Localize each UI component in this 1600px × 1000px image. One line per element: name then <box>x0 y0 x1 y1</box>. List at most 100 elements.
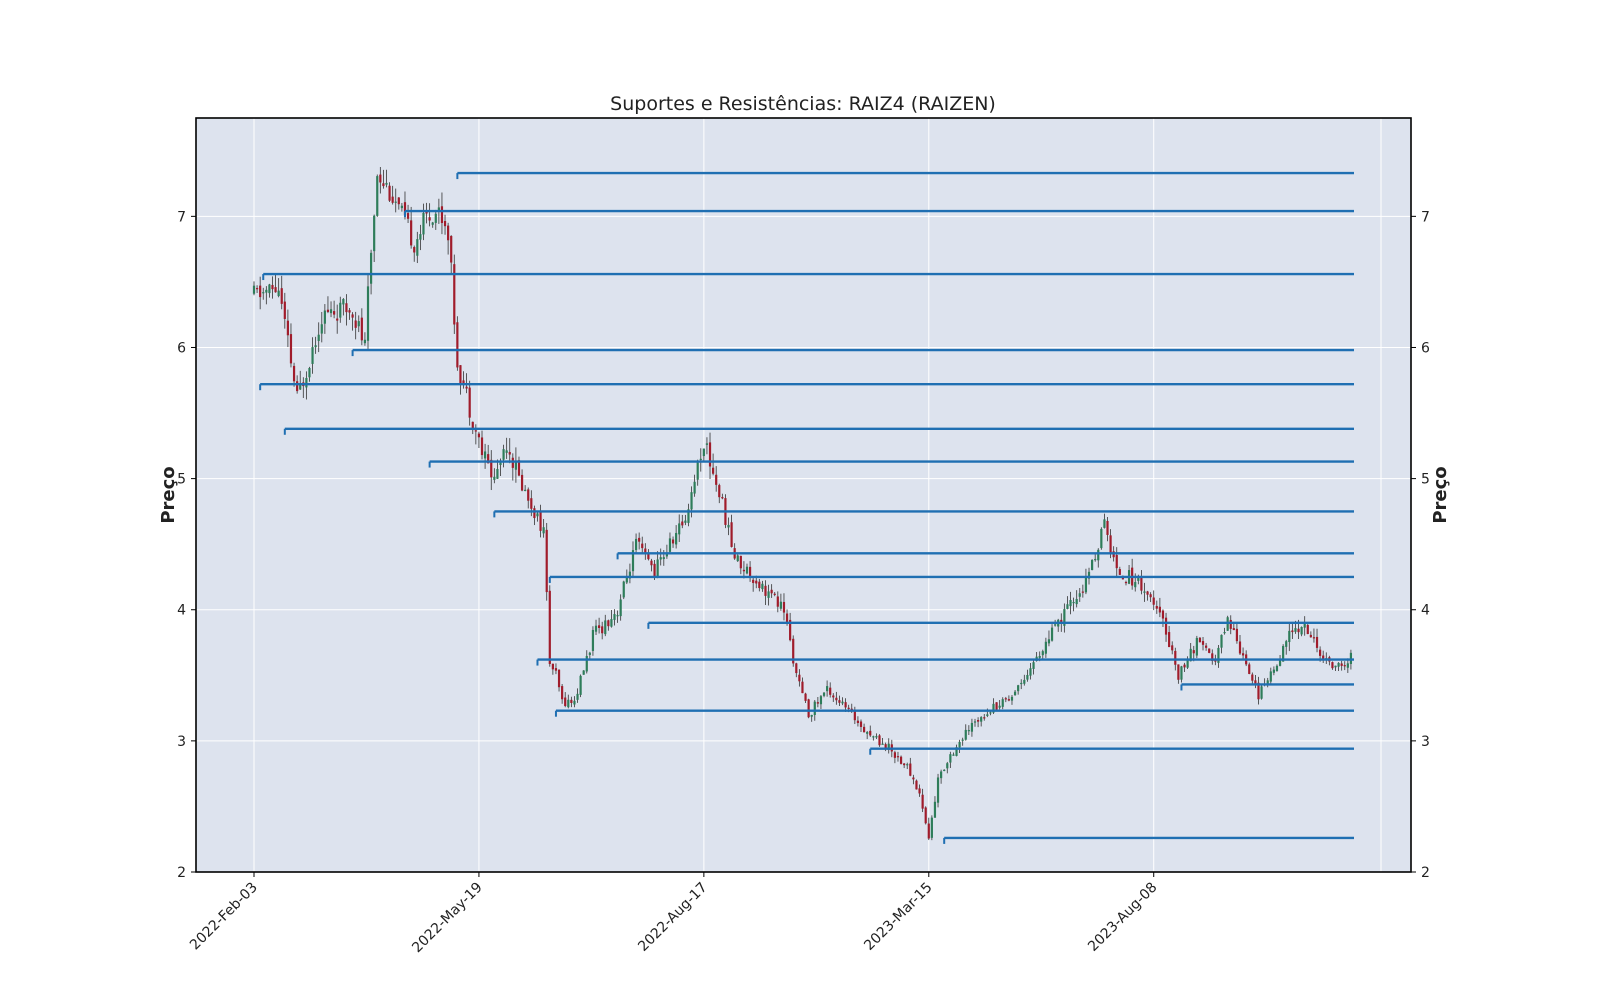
candle-body <box>1285 641 1288 647</box>
candle-body <box>1075 598 1078 605</box>
candle-body <box>567 699 570 708</box>
candle-body <box>366 286 370 341</box>
candle-body <box>1266 680 1269 686</box>
candle-body <box>644 548 647 553</box>
candle-body <box>271 284 274 290</box>
candle-body <box>545 529 548 593</box>
y-tick-label-right: 2 <box>1421 865 1430 881</box>
candle-body <box>416 239 419 256</box>
candle-body <box>1020 682 1023 685</box>
candle-body <box>638 537 641 542</box>
candle-body <box>1137 577 1140 581</box>
candle-body <box>779 601 782 609</box>
candle-body <box>1229 619 1232 629</box>
candle-body <box>650 560 653 566</box>
candle-body <box>314 345 317 348</box>
candle-body <box>613 614 616 620</box>
candle-body <box>1291 630 1294 633</box>
candle-body <box>1069 600 1072 607</box>
candle-body <box>576 693 579 700</box>
candle-body <box>551 663 554 670</box>
candle-body <box>1260 686 1263 699</box>
candle-body <box>557 669 561 688</box>
candle-body <box>705 443 709 445</box>
candle-body <box>921 794 924 809</box>
candle-body <box>872 736 875 738</box>
candle-body <box>1192 650 1195 654</box>
candle-body <box>447 225 450 241</box>
candle-body <box>1294 628 1297 632</box>
candle-body <box>1032 662 1035 669</box>
candle-body <box>456 322 459 368</box>
candle-body <box>1282 645 1285 662</box>
candle-body <box>918 788 921 794</box>
candle-body <box>376 176 379 216</box>
candle-body <box>1269 671 1272 682</box>
candle-body <box>619 599 622 617</box>
candle-body <box>696 462 699 480</box>
candle-body <box>742 569 746 572</box>
candle-body <box>807 699 810 718</box>
candle-body <box>1010 696 1014 701</box>
candle-body <box>915 780 918 790</box>
candle-body <box>465 386 468 389</box>
candle-body <box>582 670 585 675</box>
candle-body <box>333 311 336 315</box>
candle-body <box>505 450 508 453</box>
candle-body <box>326 309 330 312</box>
candle-body <box>339 302 342 318</box>
candle-body <box>1322 655 1325 659</box>
candle-body <box>499 462 502 465</box>
candle-body <box>274 287 277 293</box>
candle-body <box>647 552 650 560</box>
candle-body <box>1072 601 1075 604</box>
candle-body <box>348 310 351 313</box>
candle-body <box>493 476 496 480</box>
y-tick-label-left: 5 <box>177 472 186 488</box>
y-tick-label-left: 6 <box>177 340 186 356</box>
candle-body <box>718 485 721 498</box>
candle-body <box>770 589 773 594</box>
candle-body <box>973 721 977 723</box>
candle-body <box>280 288 283 304</box>
candle-body <box>1066 604 1069 609</box>
candle-body <box>1201 641 1205 645</box>
candle-body <box>524 489 527 491</box>
candle-body <box>431 222 434 225</box>
candle-body <box>634 538 638 551</box>
candle-body <box>1004 698 1007 700</box>
candle-body <box>597 625 601 628</box>
candle-body <box>1337 662 1340 667</box>
candle-body <box>970 722 974 732</box>
candle-body <box>351 314 354 318</box>
candle-body <box>406 213 410 219</box>
candle-body <box>946 763 949 769</box>
candle-body <box>1078 593 1081 597</box>
candle-body <box>1241 653 1245 656</box>
candle-body <box>755 580 758 584</box>
candle-body <box>681 521 684 526</box>
y-tick-label-right: 3 <box>1421 734 1430 750</box>
candle-body <box>810 714 813 717</box>
candle-body <box>776 596 779 607</box>
candle-body <box>1001 699 1004 707</box>
candle-body <box>323 310 326 324</box>
candle-body <box>379 174 382 183</box>
candle-body <box>690 492 693 510</box>
candle-body <box>841 701 844 704</box>
candle-body <box>995 702 998 710</box>
candle-body <box>798 674 801 682</box>
candle-body <box>1084 577 1088 593</box>
candle-body <box>992 703 995 713</box>
candle-body <box>292 365 296 382</box>
candle-body <box>1038 656 1041 658</box>
candle-body <box>514 460 518 470</box>
candle-body <box>357 321 360 327</box>
candle-body <box>745 566 749 574</box>
candle-body <box>1195 637 1198 656</box>
candle-body <box>1023 679 1026 684</box>
candle-body <box>299 384 302 390</box>
candle-body <box>268 284 271 294</box>
candle-body <box>1155 606 1158 609</box>
